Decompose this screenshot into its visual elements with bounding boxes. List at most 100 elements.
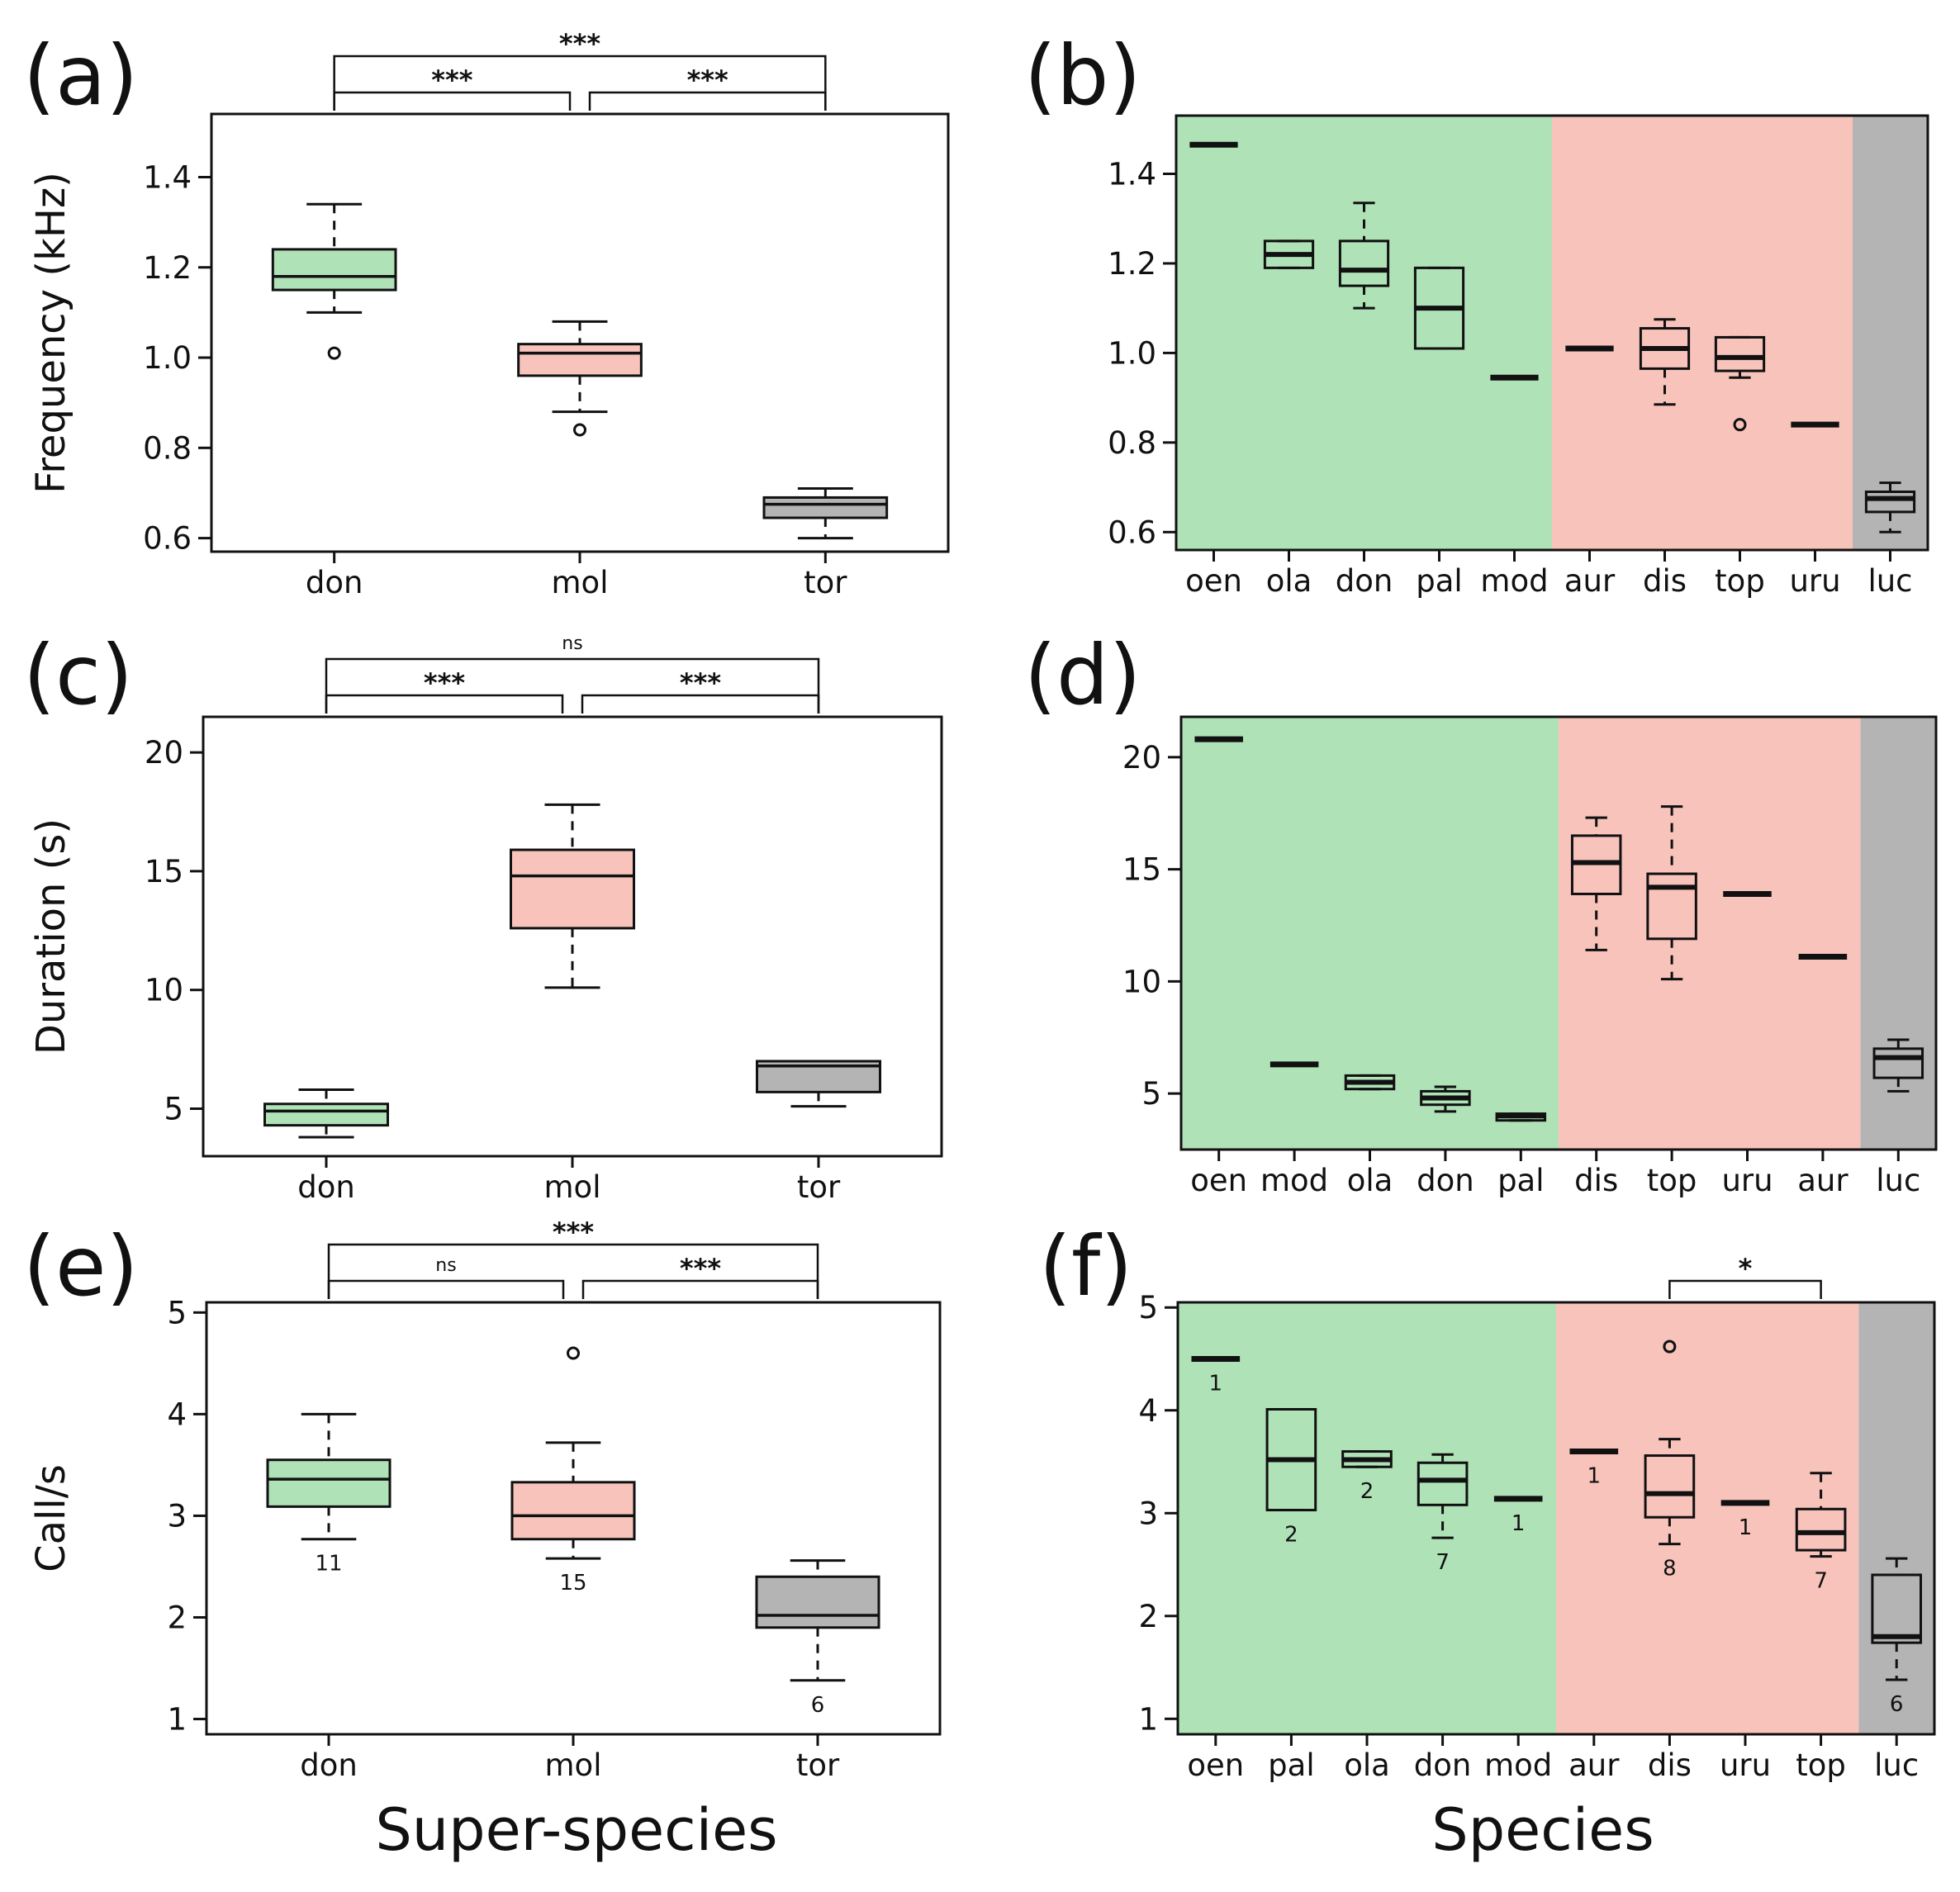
iqr-box-f-top <box>1795 1507 1847 1552</box>
bracket-line-f-0 <box>1668 1279 1822 1299</box>
x-tick-label-b-8: uru <box>1789 563 1840 599</box>
y-tick-label-c-1: 10 <box>145 973 183 1008</box>
box-f-mod: 1 <box>1493 1496 1543 1536</box>
iqr-box-a-tor <box>762 496 889 519</box>
iqr-box-b-luc <box>1864 491 1916 514</box>
outlier-f-dis-0 <box>1663 1340 1677 1354</box>
x-tick-label-e-0: don <box>300 1747 358 1783</box>
x-tick-label-f-9: luc <box>1874 1747 1919 1783</box>
box-b-pal <box>1413 266 1465 350</box>
box-a-tor <box>762 487 889 540</box>
x-tick-label-b-3: pal <box>1416 563 1462 599</box>
x-tick-label-b-6: dis <box>1643 563 1687 599</box>
x-tick-label-f-8: top <box>1796 1747 1846 1783</box>
box-a-mol <box>517 320 643 437</box>
iqr-box-a-don <box>271 248 397 292</box>
background-red-f <box>1556 1302 1859 1734</box>
panel-d: (d) 5 10 15 20 oen mod ola don pal dis top uru aur luc <box>1024 627 1938 1198</box>
box-e-mol: 15 <box>510 1346 636 1596</box>
panel-c: (c) 5 10 15 20 Duration (s) don mol tor *** *** ns <box>23 627 943 1205</box>
x-tick-label-b-2: don <box>1336 563 1393 599</box>
panel-a: (a) 0.6 0.8 1.0 1.2 1.4 Frequency (kHz) don mol t… <box>23 27 950 600</box>
y-axis-label-e: Call/s <box>28 1464 74 1572</box>
box-c-don <box>263 1088 389 1139</box>
y-tick-label-e-0: 1 <box>167 1702 187 1738</box>
y-tick-label-c-2: 15 <box>145 854 183 889</box>
y-tick-label-e-3: 4 <box>167 1396 187 1432</box>
iqr-box-c-don <box>263 1102 389 1127</box>
iqr-box-d-luc <box>1872 1047 1924 1079</box>
iqr-box-d-top <box>1646 872 1697 941</box>
box-b-luc <box>1864 481 1916 533</box>
bracket-label-a-1: *** <box>687 64 728 96</box>
y-tick-label-a-4: 1.4 <box>143 159 192 195</box>
x-tick-label-f-7: uru <box>1720 1747 1771 1783</box>
sample-size-f-uru: 1 <box>1739 1515 1753 1540</box>
box-b-dis <box>1639 318 1691 406</box>
x-tick-label-b-5: aur <box>1564 563 1616 599</box>
y-tick-label-e-2: 3 <box>167 1498 187 1534</box>
box-f-luc: 6 <box>1871 1557 1923 1717</box>
y-tick-label-b-1: 0.8 <box>1108 425 1156 461</box>
y-tick-label-f-0: 1 <box>1138 1701 1158 1737</box>
y-tick-label-b-0: 0.6 <box>1108 514 1156 550</box>
y-tick-label-b-3: 1.2 <box>1108 246 1156 282</box>
sample-size-f-dis: 8 <box>1663 1557 1677 1581</box>
bracket-label-a-0: *** <box>431 64 472 96</box>
bracket-label-f-0: * <box>1739 1253 1753 1284</box>
outlier-e-mol-0 <box>567 1346 580 1360</box>
sample-size-f-ola: 2 <box>1360 1479 1374 1504</box>
box-a-don <box>271 202 397 360</box>
x-tick-label-d-6: top <box>1647 1163 1697 1198</box>
y-tick-label-b-2: 1.0 <box>1108 335 1156 371</box>
iqr-box-f-dis <box>1644 1454 1696 1519</box>
box-e-tor: 6 <box>755 1559 880 1718</box>
x-tick-label-b-1: ola <box>1266 563 1312 599</box>
x-tick-label-e-1: mol <box>545 1747 602 1783</box>
x-tick-label-b-7: top <box>1715 563 1765 599</box>
y-tick-label-d-0: 5 <box>1141 1076 1161 1112</box>
panel-f: (f) 1 2 3 4 5 oen pal ola don mod aur dis uru top luc 1 2… <box>1039 1218 1936 1783</box>
bracket-label-c-2: ns <box>562 633 582 654</box>
panel-label-d: (d) <box>1024 627 1141 723</box>
background-gray-f <box>1858 1302 1934 1734</box>
bracket-line-e-2 <box>327 1243 819 1299</box>
y-tick-label-f-1: 2 <box>1138 1599 1158 1634</box>
bracket-label-c-1: *** <box>680 667 721 699</box>
box-d-pal <box>1495 1112 1547 1122</box>
box-d-luc <box>1872 1038 1924 1093</box>
y-tick-label-c-3: 20 <box>145 735 183 771</box>
panel-label-f: (f) <box>1039 1218 1132 1315</box>
y-tick-label-f-3: 4 <box>1138 1393 1158 1429</box>
x-tick-label-f-6: dis <box>1648 1747 1692 1783</box>
y-axis-label-a: Frequency (kHz) <box>28 172 74 494</box>
background-gray-b <box>1853 116 1928 550</box>
x-tick-label-d-0: oen <box>1190 1163 1247 1198</box>
x-tick-label-f-1: pal <box>1268 1747 1314 1783</box>
box-f-ola: 2 <box>1341 1450 1393 1504</box>
iqr-box-f-don <box>1417 1461 1469 1506</box>
bracket-label-e-2: *** <box>553 1216 594 1248</box>
sample-size-f-mod: 1 <box>1512 1511 1526 1536</box>
box-c-tor <box>756 1060 881 1108</box>
y-tick-label-e-4: 5 <box>167 1295 187 1330</box>
iqr-box-b-top <box>1714 335 1766 372</box>
y-tick-label-f-4: 5 <box>1138 1290 1158 1325</box>
box-f-don: 7 <box>1417 1453 1469 1575</box>
outlier-a-mol-0 <box>573 423 586 437</box>
x-tick-label-d-3: don <box>1417 1163 1474 1198</box>
iqr-box-c-mol <box>510 848 635 930</box>
y-tick-label-a-0: 0.6 <box>143 521 192 557</box>
background-green-f <box>1178 1302 1556 1734</box>
sample-size-e-tor: 6 <box>811 1693 825 1718</box>
y-tick-label-b-4: 1.4 <box>1108 156 1156 192</box>
bracket-line-a-2 <box>333 55 827 111</box>
y-tick-label-d-1: 10 <box>1122 964 1161 999</box>
x-tick-label-d-4: pal <box>1497 1163 1544 1198</box>
y-tick-label-e-1: 2 <box>167 1600 187 1635</box>
x-tick-label-e-2: tor <box>796 1747 840 1783</box>
x-tick-label-a-2: tor <box>804 565 847 600</box>
bracket-line-c-2 <box>325 657 820 714</box>
x-tick-label-d-1: mod <box>1260 1163 1328 1198</box>
